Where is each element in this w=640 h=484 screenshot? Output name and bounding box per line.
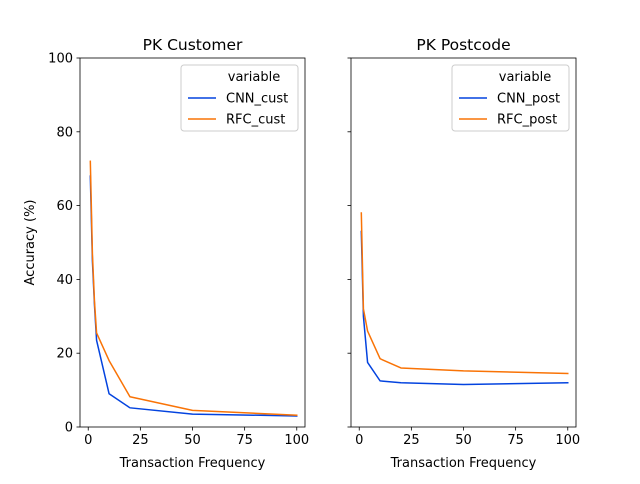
customer-x-tick-label: 50: [184, 433, 201, 448]
postcode-series-line-RFC_post: [360, 212, 569, 375]
postcode-legend-title: variable: [499, 70, 551, 85]
postcode-x-tick-label: 0: [355, 433, 363, 448]
postcode-legend: variable CNN_post RFC_post: [451, 64, 570, 132]
postcode-legend-box: [451, 64, 570, 132]
customer-y-tick-label: 100: [48, 52, 73, 67]
customer-legend-label-CNN_cust: CNN_cust: [226, 92, 288, 107]
postcode-x-tick-label: 50: [455, 433, 472, 448]
customer-x-axis-label: Transaction Frequency: [119, 456, 266, 471]
postcode-x-axis-label: Transaction Frequency: [390, 456, 537, 471]
postcode-panel: 0 25 50 75 100 PK Postcode Transaction Frequen…: [347, 36, 580, 471]
customer-chart-title: PK Customer: [143, 36, 243, 54]
customer-y-tick-label: 0: [65, 421, 73, 436]
customer-y-tick-label: 20: [56, 347, 73, 362]
postcode-chart-title: PK Postcode: [416, 36, 510, 54]
customer-y-tick-label: 40: [56, 273, 73, 288]
customer-x-tick-label: 100: [284, 433, 309, 448]
postcode-x-tick-label: 100: [555, 433, 580, 448]
customer-legend-label-RFC_cust: RFC_cust: [226, 113, 285, 128]
customer-series-line-RFC_cust: [89, 160, 298, 416]
postcode-x-tick-label: 25: [403, 433, 420, 448]
customer-y-tick-label: 80: [56, 125, 73, 140]
postcode-x-tick-label: 75: [507, 433, 524, 448]
customer-y-tick-label: 60: [56, 199, 73, 214]
customer-legend-box: [180, 64, 299, 132]
customer-x-tick-label: 0: [84, 433, 92, 448]
customer-x-tick-label: 25: [132, 433, 149, 448]
customer-series-line-CNN_cust: [89, 175, 298, 417]
postcode-legend-label-RFC_post: RFC_post: [497, 113, 557, 128]
customer-x-tick-label: 75: [236, 433, 253, 448]
customer-y-axis-label: Accuracy (%): [23, 200, 38, 286]
customer-panel: 0 25 50 75 100 0 20 40 60 80 100 PK Customer Transac…: [23, 36, 309, 471]
customer-legend: variable CNN_cust RFC_cust: [180, 64, 299, 132]
postcode-legend-label-CNN_post: CNN_post: [497, 92, 560, 107]
customer-legend-title: variable: [228, 70, 280, 85]
postcode-series-line-CNN_post: [360, 230, 569, 386]
